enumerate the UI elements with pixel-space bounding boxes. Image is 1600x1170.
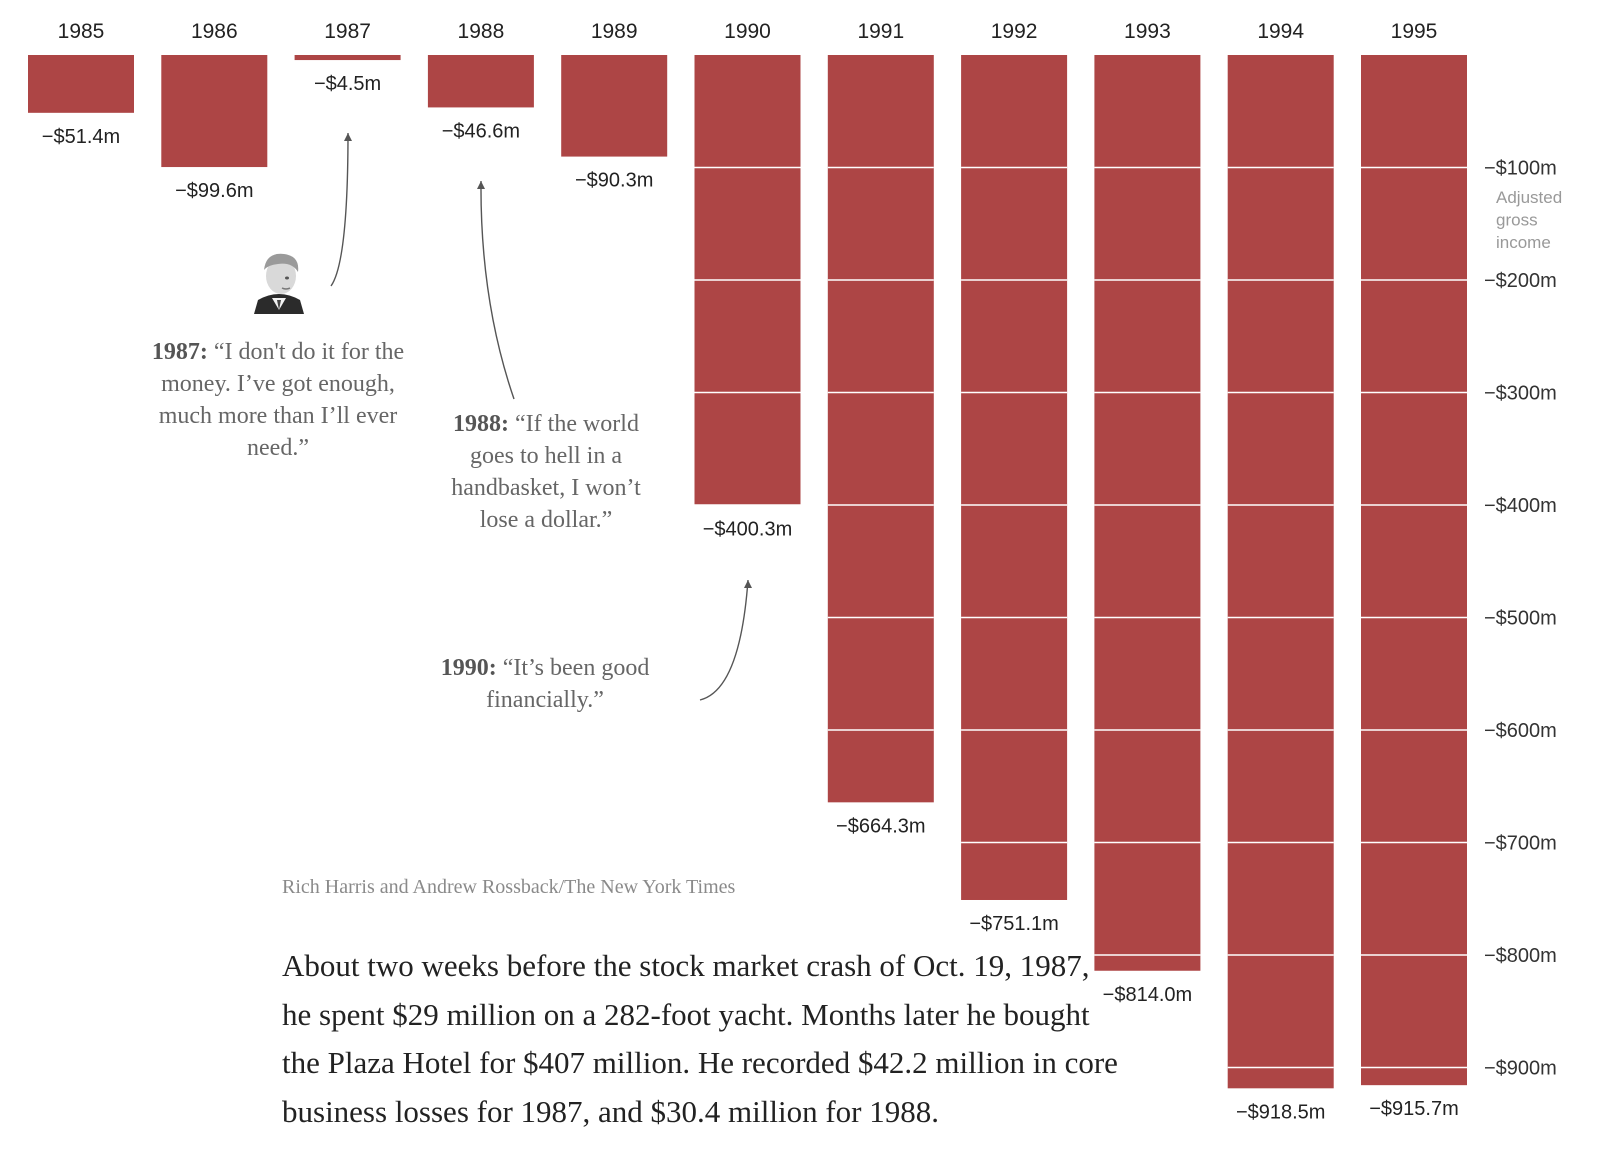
quote-1990: 1990: “It’s been good financially.”: [430, 652, 660, 716]
quote-1988: 1988: “If the world goes to hell in a ha…: [440, 408, 652, 536]
arrow-1988: [480, 180, 515, 400]
value-label-1995: −$915.7m: [1369, 1098, 1459, 1120]
arrow-1987-head: [344, 133, 352, 141]
bar-1992: [961, 55, 1068, 900]
bar-1995: [1361, 55, 1467, 1086]
y-axis-label-line: Adjusted: [1496, 188, 1562, 207]
bar-1987: [294, 55, 401, 61]
bar-1988: [427, 55, 534, 108]
year-label-1985: 1985: [58, 20, 105, 43]
y-tick-label: −$600m: [1484, 720, 1557, 742]
year-label-1993: 1993: [1124, 20, 1171, 43]
quote-1987: 1987: “I don't do it for the money. I’ve…: [146, 336, 410, 464]
year-label-1988: 1988: [458, 20, 505, 43]
year-label-1991: 1991: [857, 20, 904, 43]
y-tick-label: −$100m: [1484, 158, 1557, 180]
arrow-1988-head: [477, 181, 485, 189]
year-label-1994: 1994: [1257, 20, 1304, 43]
value-label-1987: −$4.5m: [314, 73, 381, 95]
value-label-1989: −$90.3m: [575, 170, 653, 192]
year-label-1995: 1995: [1391, 20, 1438, 43]
value-label-1992: −$751.1m: [969, 913, 1059, 935]
value-label-1988: −$46.6m: [442, 120, 520, 142]
y-tick-label: −$400m: [1484, 495, 1557, 517]
bar-1994: [1227, 55, 1334, 1089]
y-tick-label: −$300m: [1484, 383, 1557, 405]
portrait-icon: [254, 253, 304, 314]
value-label-1990: −$400.3m: [703, 518, 793, 540]
arrow-1987: [330, 132, 349, 287]
quote-1987-year: 1987:: [151, 339, 208, 365]
y-tick-label: −$700m: [1484, 833, 1557, 855]
bar-1985: [28, 55, 134, 113]
quote-1990-year: 1990:: [440, 655, 497, 681]
y-tick-label: −$500m: [1484, 608, 1557, 630]
y-axis-label-line: income: [1496, 233, 1551, 252]
bar-1989: [561, 55, 668, 157]
y-tick-label: −$900m: [1484, 1058, 1557, 1080]
y-tick-label: −$800m: [1484, 945, 1557, 967]
value-label-1994: −$918.5m: [1236, 1101, 1326, 1123]
year-label-1989: 1989: [591, 20, 638, 43]
y-tick-label: −$200m: [1484, 270, 1557, 292]
bar-1986: [161, 55, 268, 168]
value-label-1991: −$664.3m: [836, 815, 926, 837]
value-label-1986: −$99.6m: [175, 180, 253, 202]
value-label-1993: −$814.0m: [1103, 984, 1193, 1006]
quote-1990-text: “It’s been good financially.”: [486, 655, 650, 713]
year-label-1987: 1987: [324, 20, 371, 43]
credit-line: Rich Harris and Andrew Rossback/The New …: [282, 876, 736, 898]
bar-1991: [827, 55, 934, 803]
arrow-1990-head: [744, 580, 752, 588]
quote-1988-text: “If the world goes to hell in a handbask…: [451, 411, 641, 533]
article-paragraph: About two weeks before the stock market …: [282, 948, 1118, 1129]
arrow-1990: [699, 579, 749, 701]
year-label-1986: 1986: [191, 20, 238, 43]
quote-1988-year: 1988:: [453, 411, 510, 437]
year-label-1990: 1990: [724, 20, 771, 43]
year-label-1992: 1992: [991, 20, 1038, 43]
value-label-1985: −$51.4m: [42, 126, 120, 148]
y-axis-label-line: gross: [1496, 211, 1538, 230]
bar-1993: [1094, 55, 1201, 971]
quote-1987-text: “I don't do it for the money. I’ve got e…: [158, 339, 405, 461]
